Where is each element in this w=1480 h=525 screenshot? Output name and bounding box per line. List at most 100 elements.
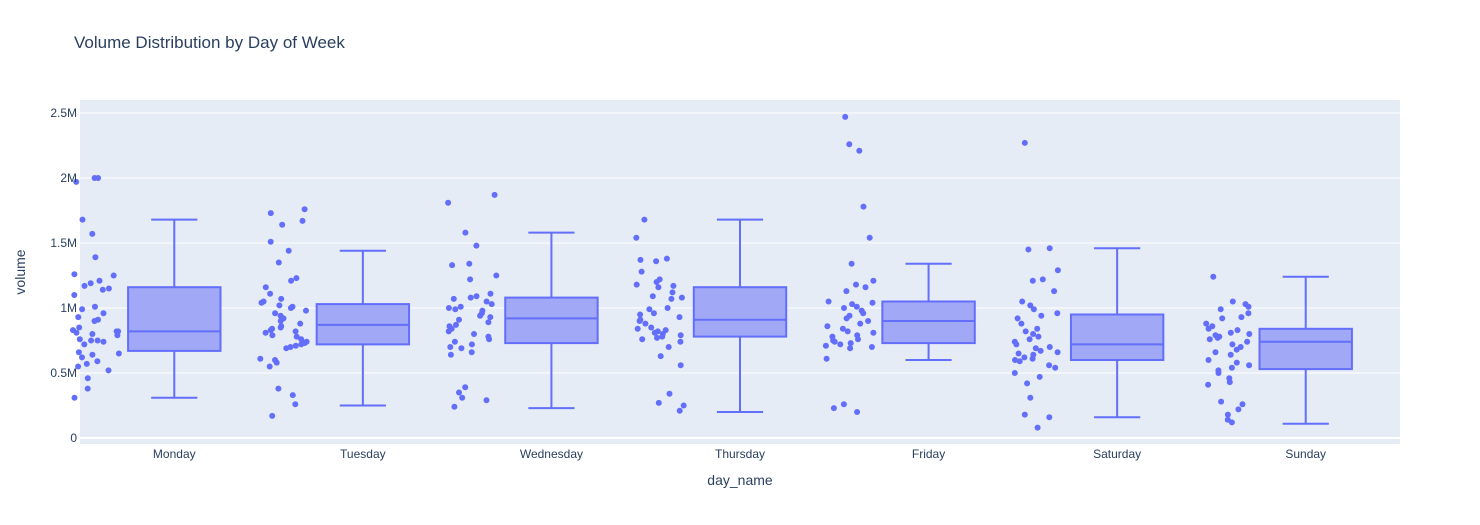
data-point <box>301 206 308 213</box>
box-iqr <box>1069 313 1165 361</box>
data-point <box>75 314 82 321</box>
box-sunday <box>1258 275 1353 425</box>
data-point <box>267 327 274 334</box>
y-axis-ticks: 0 0.5M 1M 1.5M 2M 2.5M <box>50 106 77 445</box>
data-point <box>267 238 274 245</box>
data-point <box>467 294 474 301</box>
data-point <box>92 254 99 261</box>
data-point <box>1022 328 1029 335</box>
data-point <box>1054 349 1061 356</box>
data-point <box>84 385 91 392</box>
box-iqr <box>504 296 599 345</box>
data-point <box>869 299 876 306</box>
data-point <box>293 275 300 282</box>
data-point <box>862 284 869 291</box>
data-point <box>856 147 863 154</box>
data-point <box>471 331 477 337</box>
data-point <box>843 288 850 295</box>
data-point <box>1233 359 1240 366</box>
data-point <box>1228 419 1235 426</box>
data-point <box>659 333 666 340</box>
data-point <box>289 392 296 399</box>
data-point <box>87 280 94 287</box>
data-point <box>865 318 872 324</box>
data-point <box>666 390 673 397</box>
data-point <box>823 355 830 362</box>
data-point <box>75 363 82 370</box>
data-point <box>267 210 274 217</box>
data-point <box>1030 306 1037 313</box>
data-point <box>1229 298 1236 305</box>
data-point <box>1021 139 1028 146</box>
data-point <box>453 321 459 328</box>
box-tuesday <box>315 249 411 407</box>
data-point <box>1038 312 1045 319</box>
box-monday <box>127 218 222 399</box>
data-point <box>1233 346 1240 353</box>
data-point <box>491 191 498 198</box>
data-point <box>853 281 859 288</box>
data-point <box>860 310 867 317</box>
data-point <box>633 281 640 288</box>
data-point <box>637 311 644 318</box>
data-point <box>73 178 80 185</box>
data-point <box>1205 357 1212 363</box>
data-point <box>1205 325 1212 332</box>
data-point <box>89 331 96 337</box>
data-point <box>634 325 641 332</box>
data-point <box>288 277 295 284</box>
data-point <box>1051 288 1058 295</box>
data-point <box>1021 411 1028 418</box>
data-point <box>1011 370 1018 376</box>
data-point <box>1205 381 1212 388</box>
data-point <box>266 363 273 370</box>
data-point <box>493 272 500 279</box>
data-point <box>473 242 480 249</box>
data-point <box>1229 341 1236 348</box>
data-point <box>262 284 269 291</box>
data-point <box>277 324 284 331</box>
data-point <box>283 345 290 352</box>
data-points <box>70 113 1253 431</box>
data-point <box>114 332 121 339</box>
data-point <box>1245 310 1252 317</box>
data-point <box>71 292 78 298</box>
data-point <box>837 341 844 348</box>
data-point <box>1012 357 1018 363</box>
box-iqr <box>127 286 222 352</box>
data-point <box>258 299 265 306</box>
data-point <box>1235 406 1242 413</box>
data-point <box>825 298 832 305</box>
data-point <box>657 353 664 360</box>
data-point <box>839 325 846 332</box>
data-point <box>269 412 276 419</box>
data-point <box>860 203 867 210</box>
data-point <box>649 293 656 300</box>
data-point <box>100 338 107 345</box>
box-wednesday <box>504 231 599 410</box>
data-point <box>639 336 646 343</box>
data-point <box>483 298 490 305</box>
data-point <box>83 360 90 367</box>
data-point <box>105 285 112 292</box>
data-point <box>830 405 837 412</box>
data-point <box>79 306 86 313</box>
data-point <box>449 262 456 269</box>
data-point <box>1016 358 1023 365</box>
x-tick-label: Wednesday <box>520 447 583 461</box>
data-point <box>275 259 282 266</box>
data-point <box>279 221 286 228</box>
data-point <box>483 397 490 404</box>
data-point <box>655 399 662 406</box>
data-point <box>1025 246 1032 253</box>
data-point <box>1203 320 1210 327</box>
data-point <box>298 341 305 348</box>
data-point <box>1024 380 1031 387</box>
data-point <box>1244 338 1251 345</box>
box-saturday <box>1069 247 1165 419</box>
data-point <box>843 315 850 322</box>
x-tick-label: Monday <box>153 447 196 461</box>
data-point <box>1013 341 1020 348</box>
data-point <box>1226 379 1233 386</box>
